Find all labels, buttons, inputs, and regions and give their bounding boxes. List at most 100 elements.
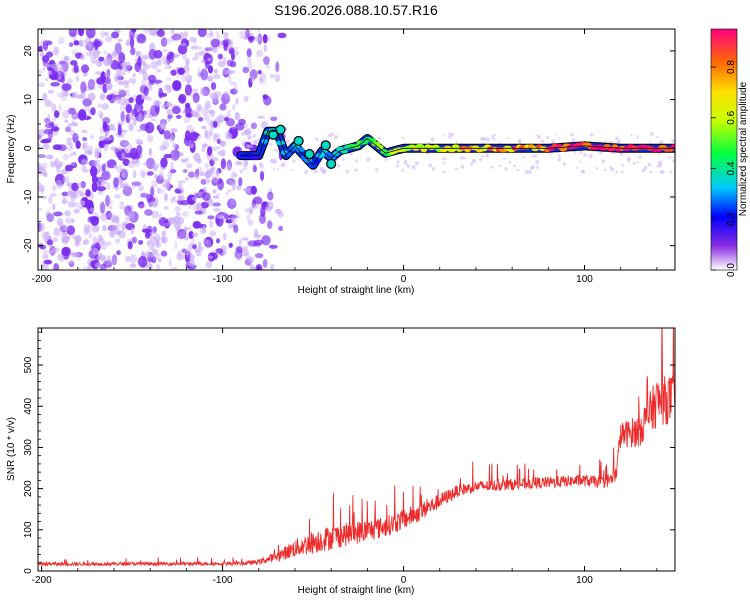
noise-blob [90,56,97,64]
noise-dot [522,156,525,159]
noise-blob [207,65,214,74]
noise-dot [630,133,633,137]
noise-blob [196,106,202,113]
signal-bead [367,138,377,143]
noise-blob [235,161,243,166]
noise-blob [139,123,150,131]
noise-blob [118,89,127,98]
noise-blob [163,195,169,203]
noise-dot [273,148,277,152]
noise-blob [73,122,79,127]
noise-blob [115,74,122,84]
noise-blob [188,231,194,239]
noise-blob [230,214,238,224]
noise-blob [66,137,73,142]
noise-blob [230,173,237,179]
noise-blob [221,93,231,105]
noise-blob [201,106,209,115]
noise-dot [658,163,663,168]
noise-blob [212,175,220,184]
noise-dot [504,167,508,171]
noise-blob [278,225,284,231]
noise-blob [72,202,80,208]
snr-panel: -200 -100 0 100 0 100 200 300 400 500 Height of … [6,327,676,596]
noise-blob [202,238,209,244]
noise-dot [411,165,416,170]
noise-blob [224,129,231,139]
noise-blob [212,195,219,199]
noise-blob [177,44,188,55]
snr-x-label: Height of straight line (km) [298,585,415,596]
noise-blob [235,97,239,105]
noise-blob [85,51,92,57]
noise-blob [52,117,57,121]
noise-blob [243,95,249,102]
x-tick-label: -200 [32,575,52,586]
noise-blob [261,235,271,246]
noise-dot [277,168,280,171]
noise-blob [189,254,195,262]
noise-blob [75,75,80,82]
noise-dot [534,160,540,165]
noise-blob [88,232,93,239]
noise-blob [116,121,124,127]
noise-blob [162,59,170,66]
snr-frame [37,327,676,572]
noise-blob [151,180,158,188]
noise-blob [121,168,128,174]
noise-blob [147,171,154,176]
noise-blob [79,200,86,206]
noise-dot [401,168,405,172]
x-tick-label: 0 [401,274,407,285]
spectrogram-noise-blobs [38,29,675,270]
noise-blob [40,186,45,194]
noise-blob [186,163,193,169]
noise-blob [91,175,99,184]
noise-blob [39,52,45,57]
noise-blob [86,145,94,151]
noise-blob [186,124,194,133]
noise-dot [636,161,640,164]
noise-blob [266,201,274,210]
noise-blob [247,219,254,226]
noise-blob [173,53,181,57]
noise-dot [486,137,490,142]
noise-blob [158,217,168,227]
signal-bead [261,138,268,144]
noise-blob [116,165,124,174]
noise-blob [222,232,227,241]
noise-blob [216,214,224,220]
noise-blob [94,262,102,268]
noise-blob [82,98,93,107]
noise-blob [241,246,249,250]
noise-dot [492,137,496,141]
noise-blob [162,49,168,53]
noise-blob [47,70,53,76]
noise-blob [55,179,63,189]
noise-blob [251,199,256,208]
noise-dot [581,169,586,174]
noise-blob [173,222,182,230]
noise-dot [517,140,522,145]
noise-blob [138,239,144,245]
noise-dot [454,167,458,171]
noise-dot [442,161,445,165]
noise-blob [236,256,242,261]
noise-blob [192,232,199,237]
signal-side-blob [275,124,286,135]
y-tick-label: 10 [23,94,34,106]
noise-blob [157,258,162,263]
noise-dot [620,170,624,174]
noise-blob [212,132,217,142]
noise-blob [104,31,109,37]
noise-blob [216,146,221,150]
noise-blob [162,140,170,150]
noise-blob [96,181,102,187]
noise-dot [619,152,624,157]
x-tick-label: -200 [32,274,52,285]
noise-dot [659,140,664,145]
noise-blob [160,250,168,257]
noise-blob [161,235,166,244]
noise-dot [406,164,410,168]
noise-blob [52,237,59,243]
